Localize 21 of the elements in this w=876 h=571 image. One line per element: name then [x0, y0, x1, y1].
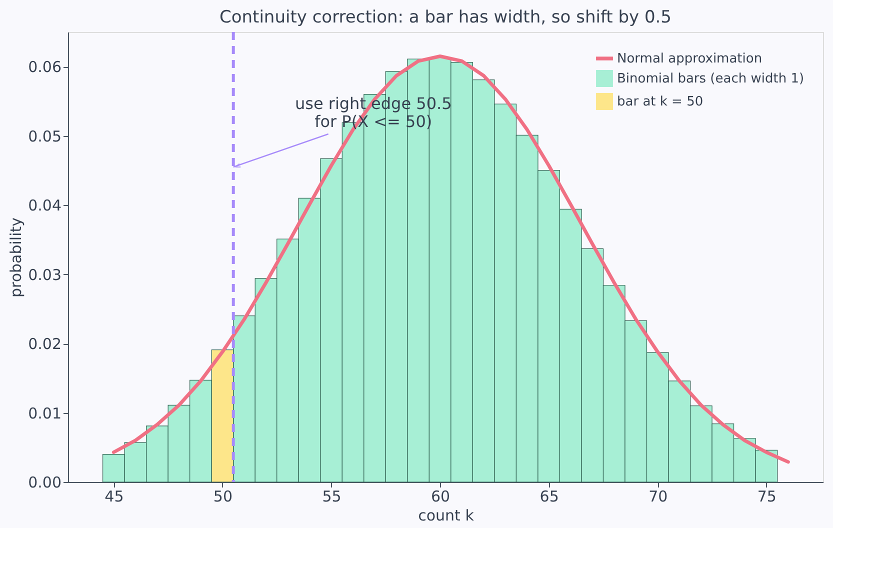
y-tick-label: 0.04 [28, 196, 62, 215]
x-tick-label: 70 [648, 488, 668, 506]
x-tick-label: 55 [322, 488, 342, 506]
x-tick-label: 75 [757, 488, 776, 506]
chart-title: Continuity correction: a bar has width, so shift by 0.5 [220, 8, 672, 28]
y-tick-label: 0.05 [28, 127, 62, 146]
line-series [112, 54, 790, 464]
x-tick-label: 60 [431, 488, 450, 506]
x-tick-label: 65 [540, 488, 559, 506]
legend-label: bar at k = 50 [617, 94, 704, 110]
y-axis-title: probability [7, 217, 26, 298]
y-tick-label: 0.00 [28, 474, 62, 492]
y-tick-label: 0.03 [28, 266, 62, 284]
y-tick-label: 0.06 [28, 58, 62, 76]
y-tick-label: 0.01 [28, 404, 62, 422]
y-tick-label: 0.02 [28, 335, 62, 354]
legend-label: Binomial bars (each width 1) [617, 72, 804, 86]
x-tick-label: 50 [213, 488, 233, 506]
x-axis-title: count k [418, 506, 474, 524]
legend-label: Normal approximation [617, 52, 762, 66]
x-tick-label: 45 [104, 488, 124, 506]
